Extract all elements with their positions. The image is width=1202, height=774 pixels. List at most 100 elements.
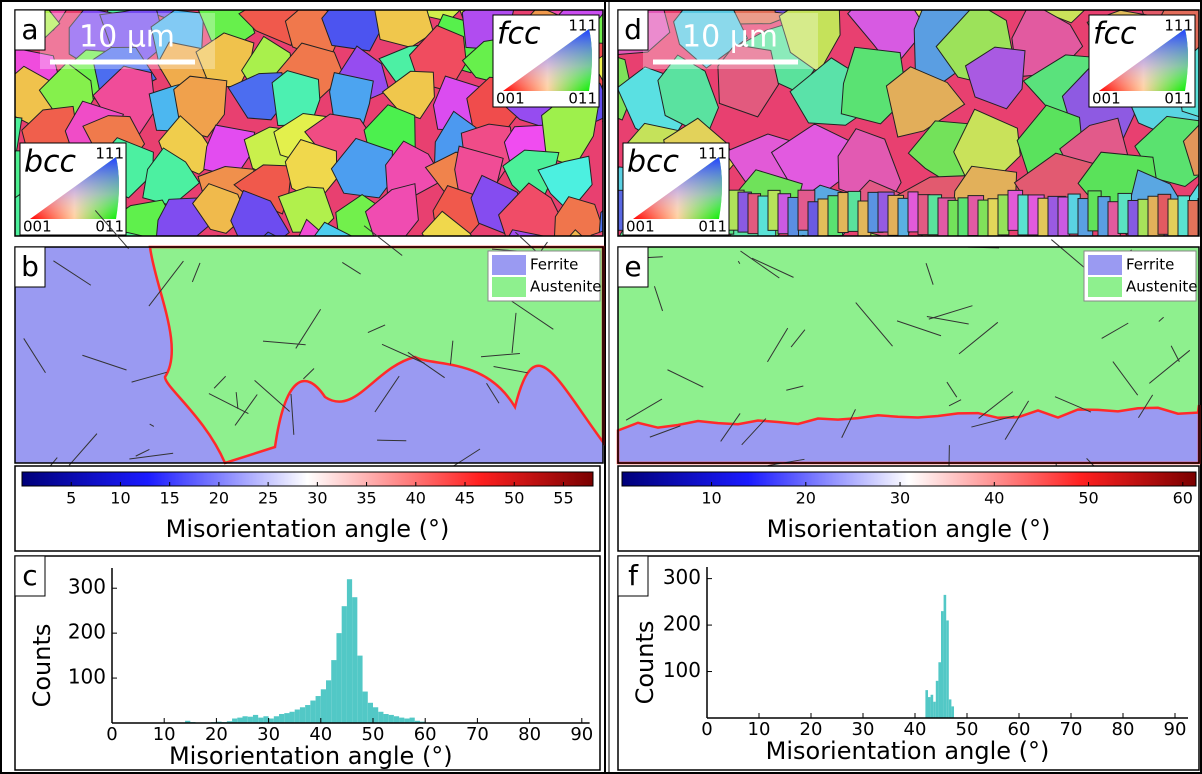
histogram-bar: [326, 680, 332, 723]
grain: [321, 10, 382, 52]
histogram-bar: [946, 620, 949, 718]
legend-label: Austenite: [1126, 278, 1197, 296]
histogram-bar: [263, 716, 269, 723]
grain-boundary: [135, 448, 150, 457]
histogram-bar: [232, 718, 238, 723]
histogram-bar: [185, 720, 191, 723]
grain-boundary: [23, 338, 46, 374]
panel-label: a: [21, 13, 38, 46]
histogram-bar: [935, 680, 939, 718]
x-tick-label: 30: [852, 719, 875, 740]
histogram-bar: [305, 705, 311, 723]
histogram-bar: [289, 711, 295, 723]
ipf-pole: 111: [568, 17, 597, 35]
ipf-pole: 001: [626, 218, 655, 236]
histogram-bar: [404, 718, 410, 723]
y-tick-label: 100: [68, 665, 106, 689]
colorbar-label: Misorientation angle (°): [767, 515, 1051, 543]
colorbar-tick-label: 5: [66, 489, 76, 508]
grain-boundary: [213, 375, 227, 389]
y-tick-label: 300: [68, 575, 106, 599]
ipf-phase: fcc: [1093, 17, 1137, 52]
grain-boundary: [493, 366, 528, 374]
grain-boundary: [737, 260, 741, 264]
grain-boundary: [148, 260, 184, 307]
grain-boundary: [667, 369, 704, 388]
histogram-bar: [951, 706, 954, 718]
grain-boundary: [1148, 349, 1191, 384]
grain-boundary: [1051, 239, 1089, 272]
grain-boundary: [958, 321, 999, 355]
x-tick-label: 0: [106, 724, 117, 745]
scale-bar-label: 10 µm: [682, 20, 778, 55]
panel-label-box: [14, 246, 46, 288]
histogram-bar: [399, 717, 405, 723]
grain-boundary: [510, 299, 554, 330]
phase-map-border: [14, 246, 604, 464]
grain-boundary: [767, 327, 789, 363]
grain-boundary: [653, 286, 664, 312]
x-tick-label: 80: [518, 724, 541, 745]
histogram-bar: [294, 709, 300, 723]
grain-boundary: [1054, 396, 1092, 413]
grain: [15, 88, 16, 89]
panel-label: c: [22, 559, 37, 592]
histogram-bar: [378, 711, 384, 723]
histogram-bar: [373, 707, 379, 723]
colorbar-tick-label: 10: [110, 489, 130, 508]
grain-boundary: [149, 423, 155, 427]
grain-boundary: [841, 409, 856, 438]
x-axis-label: Misorientation angle (°): [766, 737, 1050, 765]
grain: [230, 189, 290, 236]
grain-boundary: [971, 415, 1015, 428]
grain-boundary: [855, 302, 893, 347]
grain-boundary: [367, 324, 386, 334]
grain-boundary: [486, 382, 500, 404]
legend-swatch: [492, 255, 526, 275]
panel-label: e: [624, 250, 641, 283]
legend-label: Austenite: [530, 278, 601, 296]
histogram-bar: [242, 716, 248, 723]
grain-boundary: [946, 381, 958, 398]
x-tick-label: 10: [153, 724, 176, 745]
colorbar-label: Misorientation angle (°): [166, 515, 450, 543]
panel-label-box: [617, 9, 649, 51]
grain: [1187, 200, 1199, 236]
colorbar: [21, 471, 594, 487]
legend-label: Ferrite: [530, 256, 578, 274]
x-tick-label: 10: [748, 719, 771, 740]
histogram-bar: [938, 662, 941, 718]
grain: [867, 232, 884, 236]
ipf-pole: 111: [95, 145, 124, 163]
histogram-bar: [331, 660, 337, 723]
grain: [997, 194, 1010, 236]
grain: [15, 116, 23, 163]
ipf-phase: fcc: [497, 17, 541, 52]
ipf-pole: 011: [698, 218, 727, 236]
colorbar-tick-label: 30: [890, 489, 910, 508]
grain-boundary: [925, 263, 934, 285]
colorbar-tick-label: 25: [258, 489, 278, 508]
grain-boundary: [741, 418, 767, 446]
grain-boundary: [449, 340, 454, 365]
histogram-bar: [414, 720, 420, 723]
histogram-bar: [948, 699, 952, 718]
histogram-bar: [279, 714, 285, 723]
histogram-bar: [273, 716, 280, 723]
histogram-bar: [252, 714, 259, 723]
histogram-bar: [925, 690, 928, 718]
histogram-bar: [357, 655, 363, 723]
histogram-bar: [941, 611, 944, 718]
grain-boundary: [926, 316, 969, 325]
grain: [15, 40, 17, 44]
x-tick-label: 60: [1008, 719, 1031, 740]
grain-boundary: [896, 320, 942, 337]
histogram-bar: [247, 716, 253, 723]
grain-boundary: [511, 312, 517, 354]
ipf-phase: bcc: [24, 145, 77, 180]
grain: [313, 221, 353, 236]
grain-boundary: [928, 305, 973, 320]
grain: [381, 70, 435, 120]
grain-boundary: [978, 391, 1014, 419]
